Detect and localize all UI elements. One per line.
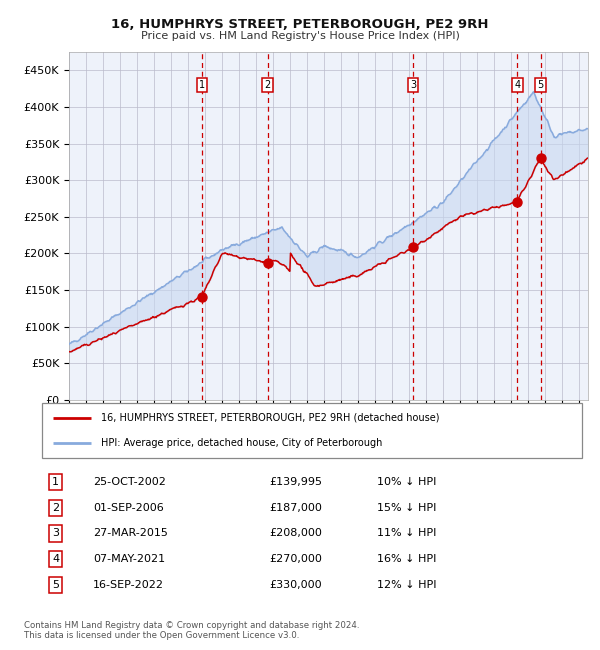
Text: 16, HUMPHRYS STREET, PETERBOROUGH, PE2 9RH: 16, HUMPHRYS STREET, PETERBOROUGH, PE2 9…	[111, 18, 489, 31]
Text: Contains HM Land Registry data © Crown copyright and database right 2024.: Contains HM Land Registry data © Crown c…	[24, 621, 359, 630]
Text: Price paid vs. HM Land Registry's House Price Index (HPI): Price paid vs. HM Land Registry's House …	[140, 31, 460, 42]
Text: £208,000: £208,000	[269, 528, 322, 538]
Text: £187,000: £187,000	[269, 502, 322, 513]
Text: 2: 2	[52, 502, 59, 513]
Text: 15% ↓ HPI: 15% ↓ HPI	[377, 502, 436, 513]
Text: 12% ↓ HPI: 12% ↓ HPI	[377, 580, 436, 590]
Text: 25-OCT-2002: 25-OCT-2002	[94, 477, 166, 487]
Text: 5: 5	[52, 580, 59, 590]
Text: 11% ↓ HPI: 11% ↓ HPI	[377, 528, 436, 538]
Text: 2: 2	[265, 80, 271, 90]
Text: 27-MAR-2015: 27-MAR-2015	[94, 528, 168, 538]
Text: 5: 5	[538, 80, 544, 90]
Text: 01-SEP-2006: 01-SEP-2006	[94, 502, 164, 513]
Text: HPI: Average price, detached house, City of Peterborough: HPI: Average price, detached house, City…	[101, 438, 383, 448]
Text: 3: 3	[410, 80, 416, 90]
Text: 07-MAY-2021: 07-MAY-2021	[94, 554, 166, 564]
Text: 16, HUMPHRYS STREET, PETERBOROUGH, PE2 9RH (detached house): 16, HUMPHRYS STREET, PETERBOROUGH, PE2 9…	[101, 413, 440, 423]
Text: 10% ↓ HPI: 10% ↓ HPI	[377, 477, 436, 487]
Text: 4: 4	[514, 80, 520, 90]
Text: £330,000: £330,000	[269, 580, 322, 590]
Text: £270,000: £270,000	[269, 554, 322, 564]
Text: £139,995: £139,995	[269, 477, 322, 487]
Text: 1: 1	[52, 477, 59, 487]
Text: 16% ↓ HPI: 16% ↓ HPI	[377, 554, 436, 564]
Text: 3: 3	[52, 528, 59, 538]
FancyBboxPatch shape	[42, 403, 582, 458]
Text: 1: 1	[199, 80, 205, 90]
Text: 4: 4	[52, 554, 59, 564]
Text: 16-SEP-2022: 16-SEP-2022	[94, 580, 164, 590]
Text: This data is licensed under the Open Government Licence v3.0.: This data is licensed under the Open Gov…	[24, 631, 299, 640]
